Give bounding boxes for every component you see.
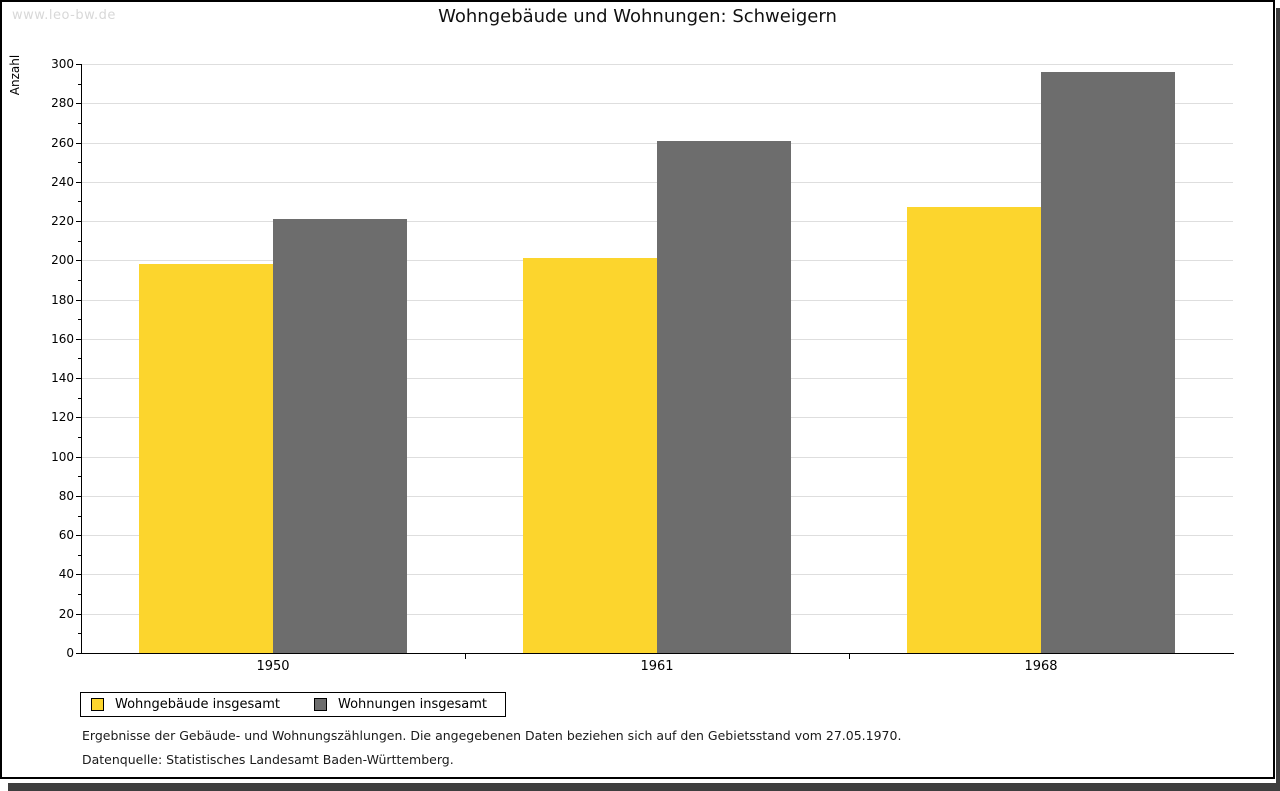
y-tick-label: 180 <box>51 293 74 307</box>
y-tick-label: 40 <box>58 567 74 581</box>
y-minor-tick <box>78 84 81 85</box>
x-category-label: 1968 <box>1024 659 1058 674</box>
y-tick-label: 60 <box>58 528 74 542</box>
legend-box: Wohngebäude insgesamt Wohnungen insgesamt <box>80 692 506 717</box>
y-tick-label: 300 <box>51 57 74 71</box>
y-tick-label: 280 <box>51 96 74 110</box>
footer-note: Ergebnisse der Gebäude- und Wohnungszähl… <box>82 728 902 743</box>
y-tick-label: 20 <box>58 607 74 621</box>
y-tick-label: 80 <box>58 489 74 503</box>
y-major-tick <box>76 143 81 144</box>
canvas-drop-shadow-bottom <box>8 783 1280 791</box>
y-minor-tick <box>78 319 81 320</box>
y-axis-line <box>81 64 82 654</box>
y-minor-tick <box>78 594 81 595</box>
y-tick-label: 0 <box>66 646 74 660</box>
y-tick-label: 240 <box>51 175 74 189</box>
gridline <box>81 103 1233 104</box>
y-minor-tick <box>78 398 81 399</box>
y-major-tick <box>76 614 81 615</box>
plot-area: 0 20 40 60 80 100 120 140 160 180 200 220 240 260 280 3… <box>2 2 1273 777</box>
x-boundary-tick <box>465 654 466 659</box>
legend-label: Wohnungen insgesamt <box>338 697 487 712</box>
y-major-tick <box>76 535 81 536</box>
gridline <box>81 64 1233 65</box>
y-minor-tick <box>78 241 81 242</box>
y-minor-tick <box>78 201 81 202</box>
bar-wohngebaeude-1968 <box>907 207 1041 653</box>
watermark-text: www.leo-bw.de <box>12 8 116 23</box>
legend-label: Wohngebäude insgesamt <box>115 697 280 712</box>
y-major-tick <box>76 574 81 575</box>
y-tick-label: 140 <box>51 371 74 385</box>
y-minor-tick <box>78 123 81 124</box>
x-axis-line <box>81 653 1234 654</box>
y-minor-tick <box>78 280 81 281</box>
y-tick-label: 200 <box>51 253 74 267</box>
y-tick-label: 160 <box>51 332 74 346</box>
y-major-tick <box>76 300 81 301</box>
y-major-tick <box>76 103 81 104</box>
y-major-tick <box>76 417 81 418</box>
y-minor-tick <box>78 555 81 556</box>
chart-title: Wohngebäude und Wohnungen: Schweigern <box>438 6 837 27</box>
y-tick-label: 100 <box>51 450 74 464</box>
legend-item: Wohngebäude insgesamt <box>91 697 280 712</box>
legend-swatch-icon <box>91 698 104 711</box>
y-major-tick <box>76 457 81 458</box>
y-minor-tick <box>78 358 81 359</box>
bar-wohngebaeude-1950 <box>139 264 273 653</box>
y-minor-tick <box>78 162 81 163</box>
y-major-tick <box>76 260 81 261</box>
x-category-label: 1950 <box>256 659 290 674</box>
y-major-tick <box>76 496 81 497</box>
legend-swatch-icon <box>314 698 327 711</box>
y-minor-tick <box>78 437 81 438</box>
bar-wohngebaeude-1961 <box>523 258 657 653</box>
y-tick-label: 260 <box>51 136 74 150</box>
bar-wohnungen-1961 <box>657 141 791 653</box>
y-minor-tick <box>78 633 81 634</box>
y-major-tick <box>76 653 81 654</box>
y-major-tick <box>76 182 81 183</box>
y-minor-tick <box>78 476 81 477</box>
y-major-tick <box>76 339 81 340</box>
x-category-label: 1961 <box>640 659 674 674</box>
y-major-tick <box>76 221 81 222</box>
y-major-tick <box>76 64 81 65</box>
y-tick-label: 220 <box>51 214 74 228</box>
canvas-drop-shadow-right <box>1276 8 1280 791</box>
y-tick-label: 120 <box>51 410 74 424</box>
x-boundary-tick <box>849 654 850 659</box>
bar-wohnungen-1968 <box>1041 72 1175 653</box>
footer-source: Datenquelle: Statistisches Landesamt Bad… <box>82 752 454 767</box>
legend-item: Wohnungen insgesamt <box>314 697 487 712</box>
y-minor-tick <box>78 516 81 517</box>
bar-wohnungen-1950 <box>273 219 407 653</box>
y-major-tick <box>76 378 81 379</box>
